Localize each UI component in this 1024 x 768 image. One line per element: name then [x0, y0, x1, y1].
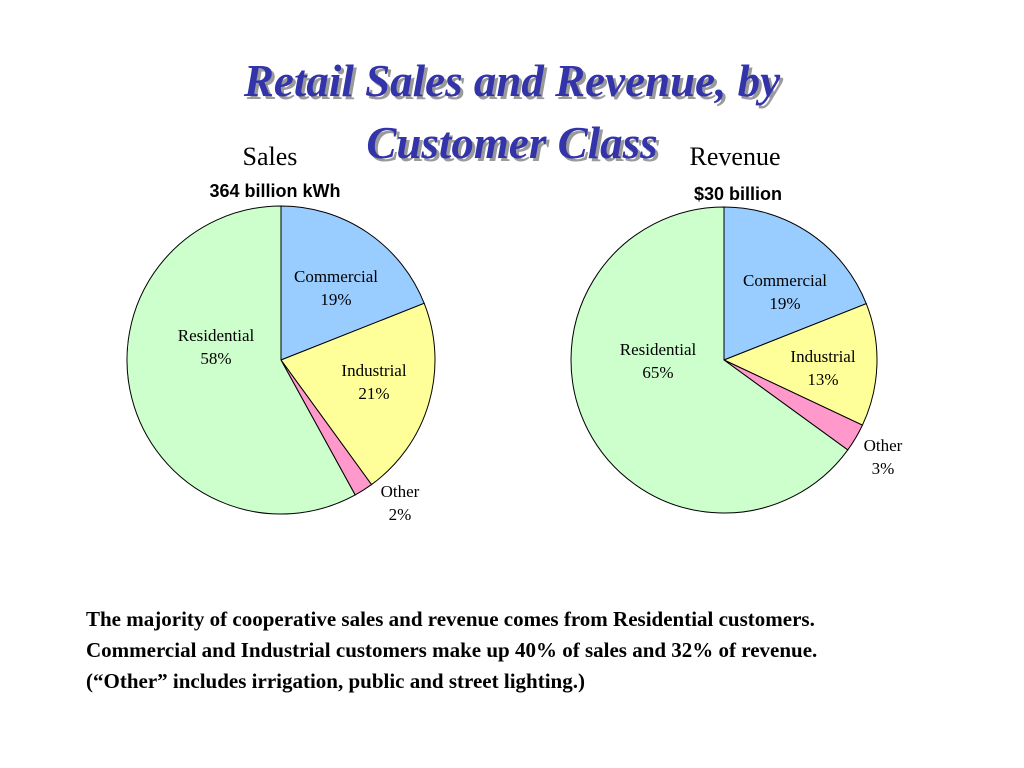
sales-label-other: Other 2%: [381, 482, 420, 524]
revenue-label-other: Other 3%: [864, 436, 903, 478]
revenue-pie-chart: Commercial 19% Industrial 13% Other 3% Residen…: [570, 206, 903, 514]
slide-title-line-1: Retail Sales and Revenue, by: [243, 56, 781, 106]
sales-chart-title: Sales: [242, 142, 298, 171]
revenue-label-residential-name: Residential: [620, 340, 697, 359]
revenue-label-commercial: Commercial 19%: [743, 271, 827, 313]
revenue-label-industrial: Industrial 13%: [790, 347, 855, 389]
sales-label-commercial: Commercial 19%: [294, 267, 378, 309]
sales-label-residential: Residential 58%: [178, 326, 255, 368]
slide-title: Retail Sales and Revenue, by Customer Cl…: [140, 50, 884, 174]
sales-label-industrial: Industrial 21%: [341, 361, 406, 403]
revenue-chart-subtitle: $30 billion: [693, 184, 783, 204]
sales-label-other-name: Other: [381, 482, 420, 501]
sales-slice-industrial: [280, 302, 436, 486]
revenue-slice-commercial: [723, 206, 867, 361]
revenue-label-residential-value: 65%: [642, 363, 673, 382]
sales-label-other-value: 2%: [389, 505, 412, 524]
sales-label-commercial-value: 19%: [320, 290, 351, 309]
revenue-label-other-name: Other: [864, 436, 903, 455]
revenue-label-industrial-value: 13%: [807, 370, 838, 389]
sales-label-industrial-name: Industrial: [341, 361, 406, 380]
sales-slice-residential: [126, 205, 356, 515]
revenue-slice-industrial: [722, 303, 878, 426]
revenue-chart-title: Revenue: [689, 142, 781, 171]
revenue-label-other-value: 3%: [872, 459, 895, 478]
slide-title-line-2: Customer Class: [366, 118, 658, 168]
summary-text: The majority of cooperative sales and re…: [86, 607, 818, 693]
revenue-label-industrial-name: Industrial: [790, 347, 855, 366]
revenue-slice-residential: [570, 206, 849, 514]
sales-label-commercial-name: Commercial: [294, 267, 378, 286]
sales-label-industrial-value: 21%: [358, 384, 389, 403]
revenue-label-commercial-name: Commercial: [743, 271, 827, 290]
sales-label-residential-name: Residential: [178, 326, 255, 345]
sales-label-residential-value: 58%: [200, 349, 231, 368]
revenue-label-residential: Residential 65%: [620, 340, 697, 382]
sales-chart-subtitle: 364 billion kWh: [209, 181, 341, 201]
revenue-label-commercial-value: 19%: [769, 294, 800, 313]
sales-pie-chart: Commercial 19% Industrial 21% Other 2% Residen…: [126, 205, 436, 524]
sales-slice-commercial: [280, 205, 425, 361]
